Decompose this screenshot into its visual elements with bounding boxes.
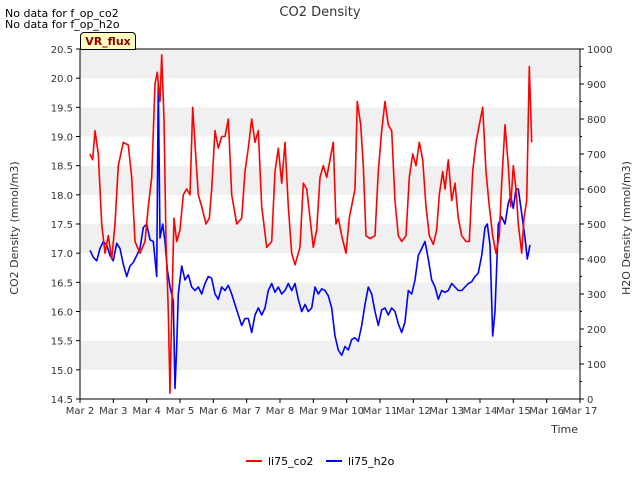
series-line-li75-co2 [89, 54, 533, 394]
y-axis-ticks-left: 14.5 15.0 15.5 16.0 16.5 17.0 17.5 18.0 18.5 19.0… [51, 45, 80, 406]
x-tick-label: Mar 12 [396, 406, 431, 417]
x-tick-label: Mar 3 [99, 406, 127, 417]
x-tick-label: Mar 14 [463, 406, 498, 417]
y-right-tick-label: 400 [587, 255, 606, 266]
y-right-tick-label: 900 [587, 80, 606, 91]
y-tick-label: 17.0 [51, 249, 73, 260]
y-right-tick-label: 700 [587, 150, 606, 161]
band [80, 340, 580, 370]
x-tick-label: Mar 10 [329, 406, 364, 417]
band [80, 224, 580, 254]
no-data-message-h2o: No data for f_op_h2o [5, 18, 120, 31]
y-right-tick-label: 600 [587, 185, 606, 196]
no-data-message-co2: No data for f_op_co2 [5, 7, 119, 20]
band [80, 311, 580, 341]
x-tick-label: Mar 5 [166, 406, 194, 417]
x-tick-label: Mar 8 [266, 406, 294, 417]
x-tick-label: Mar 7 [232, 406, 260, 417]
x-tick-label: Mar 4 [132, 406, 160, 417]
y-right-tick-label: 200 [587, 325, 606, 336]
y-right-tick-label: 1000 [587, 45, 612, 56]
x-axis-ticks: Mar 2 Mar 3 Mar 4 Mar 5 Mar 6 Mar 7 Mar 8 Mar 9… [66, 399, 598, 417]
band [80, 49, 580, 79]
chart-title: CO2 Density [279, 5, 360, 20]
y-tick-label: 19.5 [51, 103, 73, 114]
band [80, 194, 580, 224]
x-tick-label: Mar 13 [429, 406, 464, 417]
y-right-tick-label: 0 [587, 395, 593, 406]
y-tick-label: 18.0 [51, 191, 73, 202]
background-bands [80, 49, 580, 399]
y-right-tick-label: 800 [587, 115, 606, 126]
x-tick-label: Mar 15 [496, 406, 531, 417]
x-axis-label: Time [550, 423, 578, 436]
series-line-li75-h2o [89, 83, 531, 390]
band [80, 282, 580, 312]
series-layer [89, 54, 533, 394]
y-axis-label-left: CO2 Density (mmol/m3) [8, 161, 21, 294]
x-tick-label: Mar 9 [299, 406, 327, 417]
y-tick-label: 19.0 [51, 133, 73, 144]
y-axis-label-right: H2O Density (mmol/m3) [620, 161, 633, 295]
y-tick-label: 16.5 [51, 278, 73, 289]
y-right-tick-label: 100 [587, 360, 606, 371]
y-tick-label: 20.0 [51, 74, 73, 85]
x-tick-label: Mar 11 [363, 406, 398, 417]
y-tick-label: 15.0 [51, 366, 73, 377]
y-tick-label: 17.5 [51, 220, 73, 231]
x-tick-label: Mar 2 [66, 406, 94, 417]
x-tick-label: Mar 16 [529, 406, 564, 417]
band [80, 165, 580, 195]
y-tick-label: 18.5 [51, 162, 73, 173]
legend-label-h2o: li75_h2o [348, 455, 395, 468]
y-tick-label: 16.0 [51, 308, 73, 319]
legend-label-co2: li75_co2 [268, 455, 313, 468]
x-tick-label: Mar 17 [563, 406, 598, 417]
band [80, 369, 580, 399]
y-axis-ticks-right: 0 100 200 300 400 500 600 700 800 900 1000 [580, 45, 612, 406]
y-tick-label: 20.5 [51, 45, 73, 56]
y-tick-label: 14.5 [51, 395, 73, 406]
legend: li75_co2 li75_h2o [246, 455, 395, 468]
x-tick-label: Mar 6 [199, 406, 227, 417]
y-right-tick-label: 500 [587, 220, 606, 231]
y-tick-label: 15.5 [51, 337, 73, 348]
vr-flux-badge: VR_flux [80, 32, 136, 50]
y-right-tick-label: 300 [587, 290, 606, 301]
